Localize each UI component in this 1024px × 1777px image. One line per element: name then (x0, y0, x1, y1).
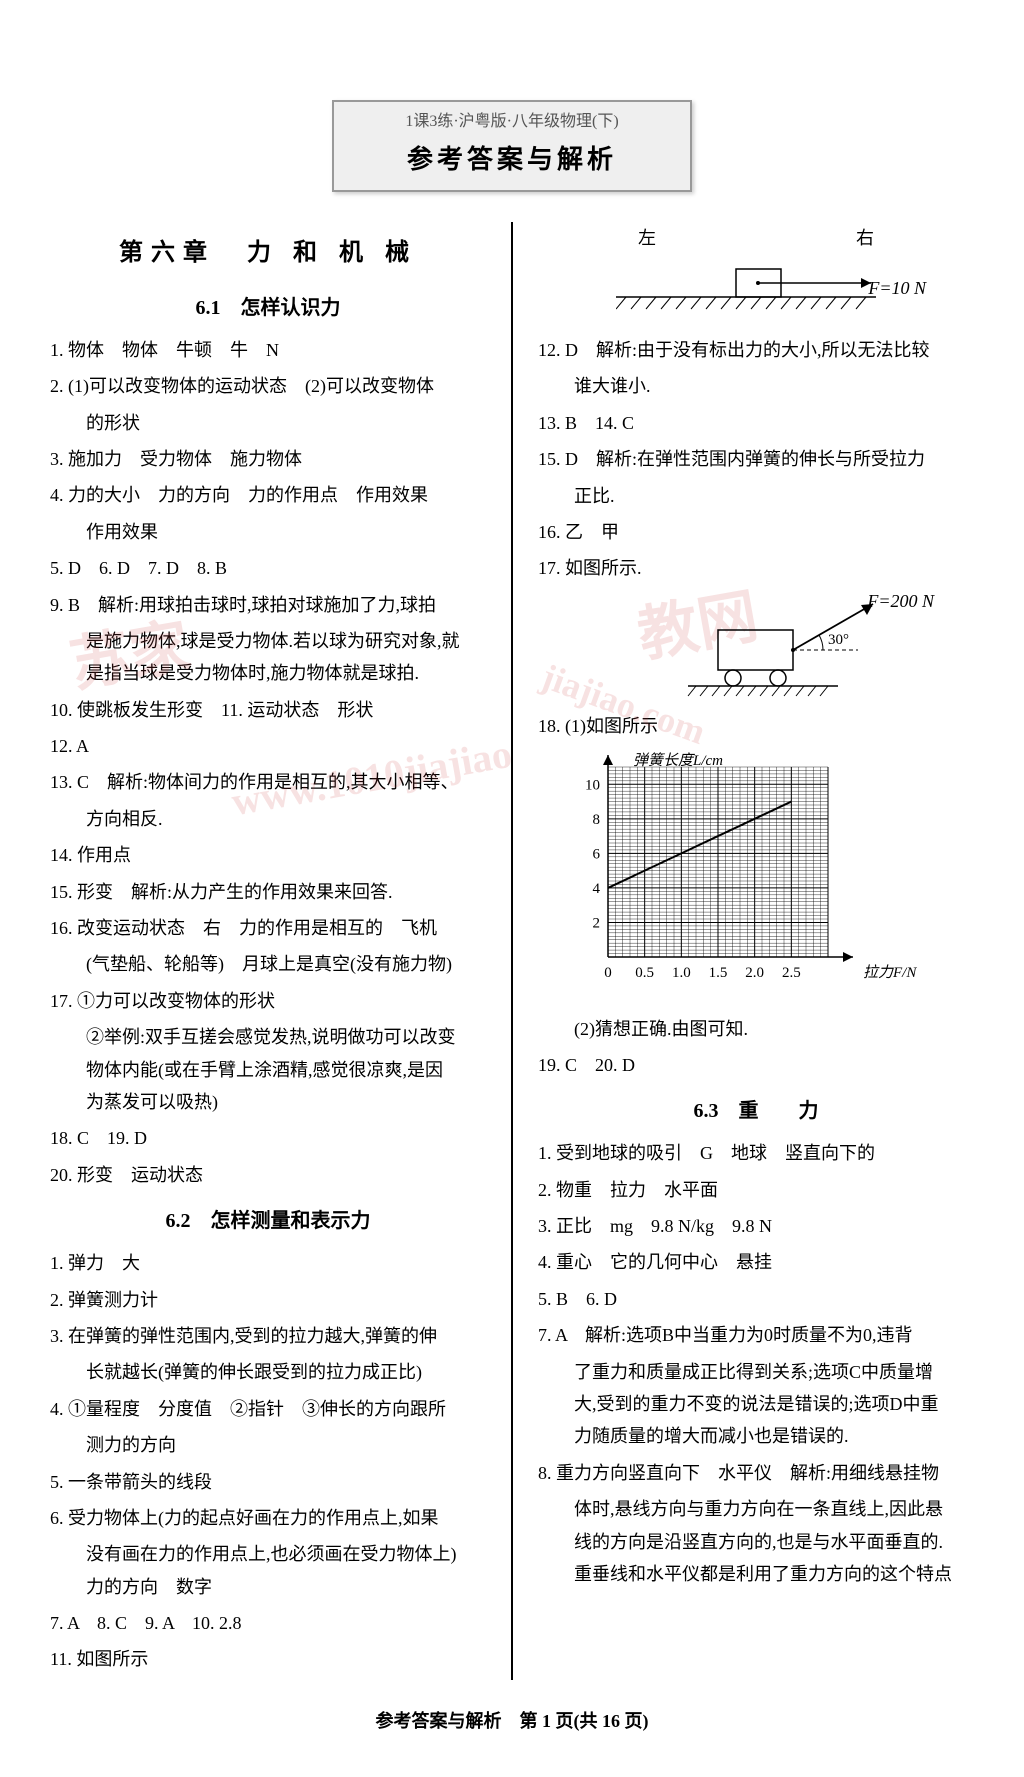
answer-item: 7. A 8. C 9. A 10. 2.8 (50, 1607, 486, 1639)
angle-label: 30° (828, 632, 849, 648)
answer-item: 的形状 (50, 407, 486, 439)
page-footer: 参考答案与解析 第 1 页(共 16 页) (50, 1705, 974, 1737)
answer-item: (2)猜想正确.由图可知. (538, 1013, 974, 1045)
answer-item: 1. 弹力 大 (50, 1247, 486, 1279)
answer-item: 5. B 6. D (538, 1283, 974, 1315)
svg-text:2.0: 2.0 (745, 965, 764, 981)
answer-item: 4. ①量程度 分度值 ②指针 ③伸长的方向跟所 (50, 1393, 486, 1425)
label-right: 右 (856, 222, 874, 254)
answer-item: 力的方向 数字 (50, 1571, 486, 1603)
header-box: 1课3练·沪粤版·八年级物理(下) 参考答案与解析 (332, 100, 692, 192)
answer-item: 大,受到的重力不变的说法是错误的;选项D中重 (538, 1388, 974, 1420)
answer-item: 9. B 解析:用球拍击球时,球拍对球施加了力,球拍 (50, 589, 486, 621)
answer-item: 力随质量的增大而减小也是错误的. (538, 1420, 974, 1452)
answer-item: 2. 物重 拉力 水平面 (538, 1174, 974, 1206)
answer-item: 重垂线和水平仪都是利用了重力方向的这个特点 (538, 1558, 974, 1590)
answer-item: 19. C 20. D (538, 1049, 974, 1081)
answer-item: 17. 如图所示. (538, 552, 974, 584)
svg-text:拉力F/N: 拉力F/N (863, 964, 917, 981)
force-diagram-1: F=10 N (616, 264, 896, 324)
answer-item: 3. 正比 mg 9.8 N/kg 9.8 N (538, 1210, 974, 1242)
answer-item: 谁大谁小. (538, 370, 974, 402)
answer-item: 了重力和质量成正比得到关系;选项C中质量增 (538, 1356, 974, 1388)
answer-item: 3. 施加力 受力物体 施力物体 (50, 443, 486, 475)
answer-item: 13. C 解析:物体间力的作用是相互的,其大小相等、 (50, 766, 486, 798)
svg-text:6: 6 (593, 846, 601, 862)
svg-text:1.5: 1.5 (709, 965, 728, 981)
answer-item: 1. 受到地球的吸引 G 地球 竖直向下的 (538, 1137, 974, 1169)
answer-item: 13. B 14. C (538, 407, 974, 439)
section-title-63: 6.3 重 力 (538, 1093, 974, 1129)
force-label: F=10 N (868, 272, 926, 304)
answer-item: 6. 受力物体上(力的起点好画在力的作用点上,如果 (50, 1502, 486, 1534)
svg-text:弹簧长度L/cm: 弹簧长度L/cm (633, 752, 723, 769)
answer-item: 没有画在力的作用点上,也必须画在受力物体上) (50, 1538, 486, 1570)
chapter-title: 第六章 力 和 机 械 (50, 232, 486, 275)
label-left: 左 (638, 222, 656, 254)
answer-item: (气垫船、轮船等) 月球上是真空(没有施力物) (50, 948, 486, 980)
answer-item: 18. (1)如图所示 (538, 710, 974, 742)
right-column: 教网 jiajiao.com 左 右 (538, 222, 974, 1680)
spring-chart: 2 4 6 8 10 0 0.5 1.0 1.5 2.0 2.5 弹簧长度L/cm 拉力F/N (538, 747, 974, 1007)
answer-item: 7. A 解析:选项B中当重力为0时质量不为0,违背 (538, 1319, 974, 1351)
answer-item: 15. D 解析:在弹性范围内弹簧的伸长与所受拉力 (538, 443, 974, 475)
section-title-62: 6.2 怎样测量和表示力 (50, 1203, 486, 1239)
content-columns: 苏家 www.1010jiajiao 第六章 力 和 机 械 6.1 怎样认识力… (50, 222, 974, 1680)
answer-item: 体时,悬线方向与重力方向在一条直线上,因此悬 (538, 1493, 974, 1525)
answer-item: 12. A (50, 730, 486, 762)
answer-item: 方向相反. (50, 803, 486, 835)
answer-item: 作用效果 (50, 516, 486, 548)
svg-text:2.5: 2.5 (782, 965, 801, 981)
answer-item: 1. 物体 物体 牛顿 牛 N (50, 334, 486, 366)
answer-item: 是施力物体,球是受力物体.若以球为研究对象,就 (50, 625, 486, 657)
answer-item: 线的方向是沿竖直方向的,也是与水平面垂直的. (538, 1526, 974, 1558)
svg-text:1.0: 1.0 (672, 965, 691, 981)
answer-item: 2. (1)可以改变物体的运动状态 (2)可以改变物体 (50, 370, 486, 402)
svg-text:2: 2 (593, 916, 601, 932)
answer-item: 物体内能(或在手臂上涂酒精,感觉很凉爽,是因 (50, 1054, 486, 1086)
answer-item: 是指当球是受力物体时,施力物体就是球拍. (50, 657, 486, 689)
section-title-61: 6.1 怎样认识力 (50, 290, 486, 326)
answer-item: 10. 使跳板发生形变 11. 运动状态 形状 (50, 694, 486, 726)
svg-text:8: 8 (593, 812, 601, 828)
answer-item: 长就越长(弹簧的伸长跟受到的拉力成正比) (50, 1356, 486, 1388)
answer-item: 15. 形变 解析:从力产生的作用效果来回答. (50, 876, 486, 908)
force-diagram-2: F=200 N 30° (538, 590, 974, 700)
answer-item: 2. 弹簧测力计 (50, 1284, 486, 1316)
answer-item: 测力的方向 (50, 1429, 486, 1461)
answer-item: 20. 形变 运动状态 (50, 1159, 486, 1191)
left-column: 苏家 www.1010jiajiao 第六章 力 和 机 械 6.1 怎样认识力… (50, 222, 486, 1680)
header-subtitle: 1课3练·沪粤版·八年级物理(下) (346, 108, 678, 137)
header-title: 参考答案与解析 (346, 137, 678, 184)
answer-item: 16. 乙 甲 (538, 516, 974, 548)
answer-item: 5. D 6. D 7. D 8. B (50, 552, 486, 584)
answer-item: 4. 重心 它的几何中心 悬挂 (538, 1246, 974, 1278)
answer-item: 12. D 解析:由于没有标出力的大小,所以无法比较 (538, 334, 974, 366)
svg-text:0: 0 (604, 965, 612, 981)
answer-item: 8. 重力方向竖直向下 水平仪 解析:用细线悬挂物 (538, 1457, 974, 1489)
answer-item: ②举例:双手互搓会感觉发热,说明做功可以改变 (50, 1021, 486, 1053)
answer-item: 4. 力的大小 力的方向 力的作用点 作用效果 (50, 479, 486, 511)
answer-item: 5. 一条带箭头的线段 (50, 1466, 486, 1498)
answer-item: 17. ①力可以改变物体的形状 (50, 985, 486, 1017)
answer-item: 18. C 19. D (50, 1122, 486, 1154)
answer-item: 11. 如图所示 (50, 1643, 486, 1675)
svg-text:10: 10 (585, 777, 600, 793)
force-label-2: F=200 N (867, 585, 934, 617)
left-right-label: 左 右 (538, 222, 974, 254)
answer-item: 14. 作用点 (50, 839, 486, 871)
svg-text:0.5: 0.5 (635, 965, 654, 981)
answer-item: 为蒸发可以吸热) (50, 1086, 486, 1118)
svg-text:4: 4 (593, 881, 601, 897)
answer-item: 正比. (538, 480, 974, 512)
answer-item: 3. 在弹簧的弹性范围内,受到的拉力越大,弹簧的伸 (50, 1320, 486, 1352)
column-divider (511, 222, 513, 1680)
answer-item: 16. 改变运动状态 右 力的作用是相互的 飞机 (50, 912, 486, 944)
